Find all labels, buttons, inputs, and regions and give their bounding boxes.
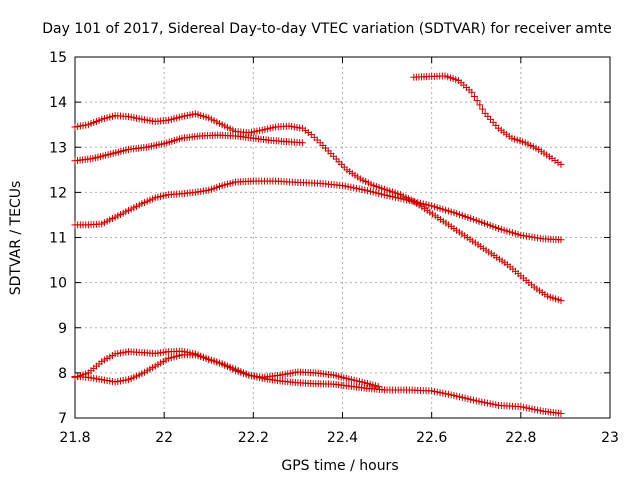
- y-tick-label: 14: [49, 95, 67, 111]
- data-point-marker: [298, 139, 306, 147]
- y-tick-label: 15: [49, 50, 67, 66]
- data-point-marker: [478, 105, 486, 113]
- y-axis-label: SDTVAR / TECUs: [8, 181, 24, 296]
- data-point-marker: [374, 382, 382, 390]
- x-tick-label: 22.6: [416, 430, 447, 446]
- x-tick-label: 21.8: [59, 430, 90, 446]
- data-point-marker: [473, 97, 481, 105]
- series-track-1: [71, 110, 565, 305]
- data-point-marker: [470, 92, 478, 100]
- series-track-6: [71, 351, 565, 417]
- data-point-marker: [557, 409, 565, 417]
- y-tick-label: 12: [49, 185, 67, 201]
- data-point-marker: [476, 101, 484, 109]
- chart-title: Day 101 of 2017, Sidereal Day-to-day VTE…: [42, 21, 612, 37]
- x-tick-label: 22.4: [327, 430, 358, 446]
- axis-ticks: 21.8 22 22.2 22.4 22.6 22.8 23 7 8 9 10 11 12 13 14 15: [49, 50, 619, 446]
- x-tick-label: 23: [601, 430, 619, 446]
- y-tick-label: 7: [58, 411, 67, 427]
- y-tick-label: 8: [58, 366, 67, 382]
- series-track-3: [71, 177, 565, 244]
- series-track-2: [71, 131, 306, 165]
- x-tick-label: 22: [155, 430, 173, 446]
- y-tick-label: 10: [49, 276, 67, 292]
- x-tick-label: 22.2: [238, 430, 269, 446]
- data-point-marker: [557, 297, 565, 305]
- x-axis-label: GPS time / hours: [281, 458, 398, 474]
- data-series: [71, 72, 565, 417]
- data-point-marker: [557, 160, 565, 168]
- data-point-marker: [468, 88, 476, 96]
- x-tick-label: 22.8: [505, 430, 536, 446]
- y-tick-label: 11: [49, 231, 67, 247]
- data-point-marker: [557, 236, 565, 244]
- y-tick-label: 13: [49, 140, 67, 156]
- series-track-4: [410, 72, 565, 168]
- y-tick-label: 9: [58, 321, 67, 337]
